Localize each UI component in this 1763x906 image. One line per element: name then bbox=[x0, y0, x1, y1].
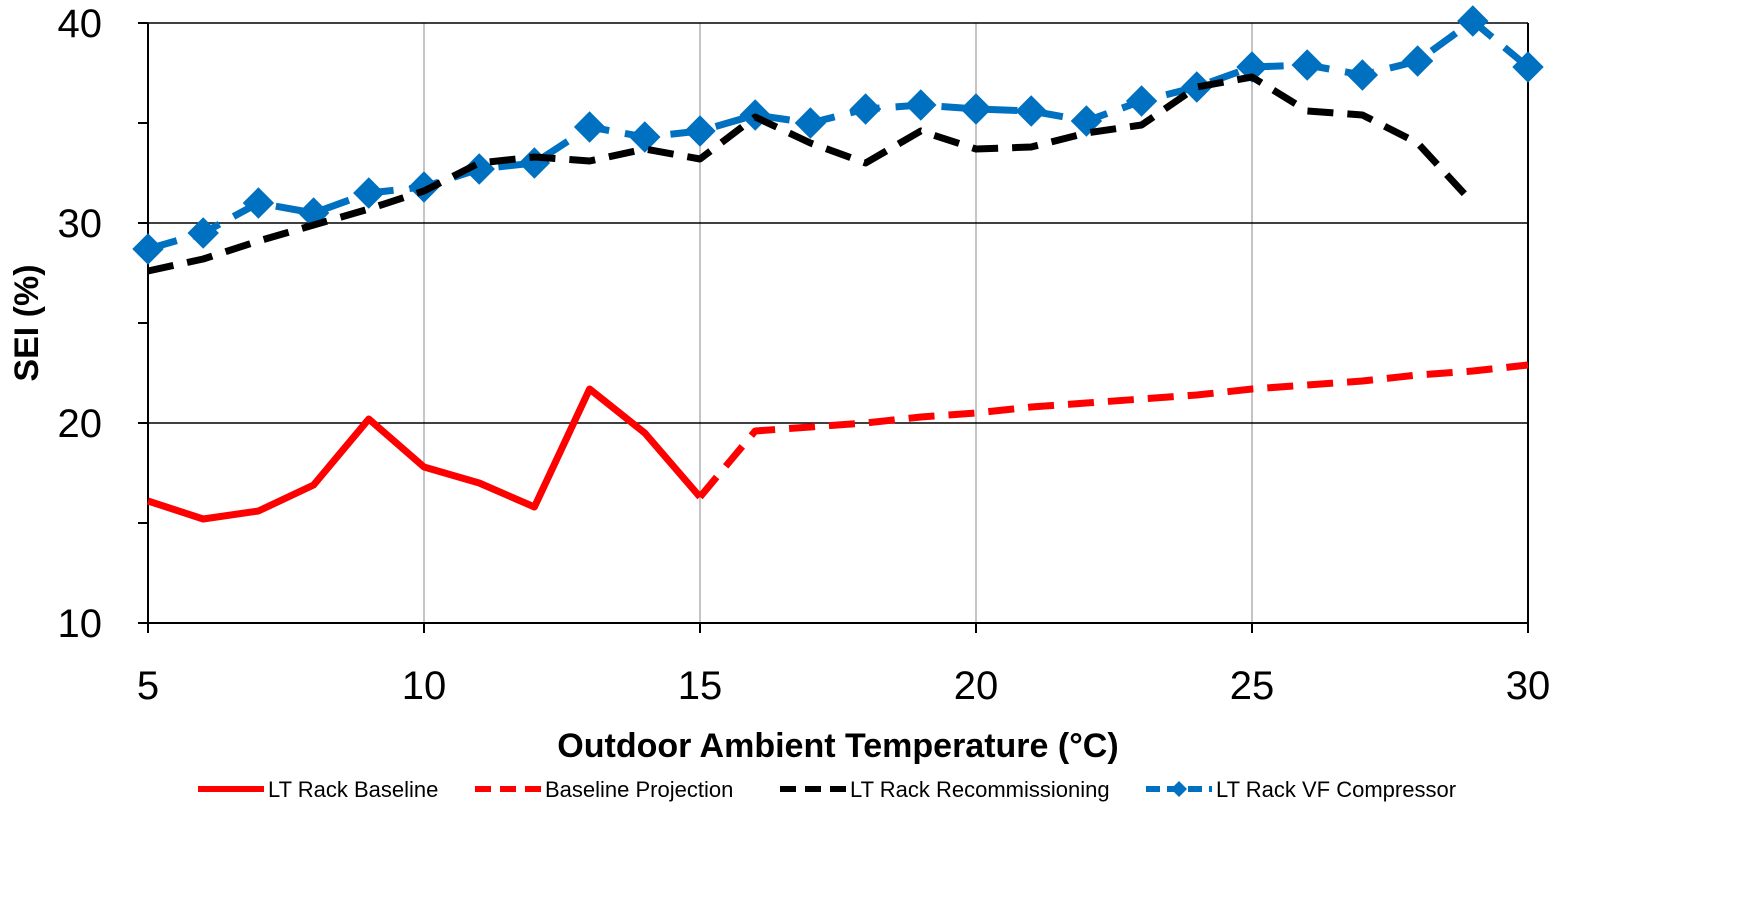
data-point-marker bbox=[1457, 5, 1489, 37]
x-tick-label: 10 bbox=[402, 664, 447, 708]
data-point-marker bbox=[242, 187, 275, 219]
data-point-marker bbox=[849, 93, 882, 125]
legend: LT Rack Baseline Baseline Projection LT Ra… bbox=[198, 777, 1456, 802]
legend-item: LT Rack Recommissioning bbox=[780, 777, 1110, 802]
data-point-marker bbox=[1291, 49, 1323, 81]
series-line-baseline-projection bbox=[697, 361, 1529, 500]
series-line-lt-rack-baseline bbox=[146, 385, 703, 523]
data-point-marker bbox=[684, 115, 716, 147]
data-series bbox=[132, 5, 1544, 523]
data-point-marker bbox=[905, 89, 937, 121]
legend-label: LT Rack Baseline bbox=[268, 777, 438, 802]
data-point-marker bbox=[408, 171, 440, 203]
series-line-lt-rack-recommissioning bbox=[147, 73, 1476, 275]
data-point-marker bbox=[1346, 59, 1379, 91]
x-tick-label: 5 bbox=[137, 664, 159, 708]
y-tick-label: 20 bbox=[58, 402, 103, 446]
legend-label: LT Rack Recommissioning bbox=[850, 777, 1110, 802]
x-tick-label: 25 bbox=[1230, 664, 1275, 708]
legend-label: Baseline Projection bbox=[545, 777, 733, 802]
legend-item: LT Rack VF Compressor bbox=[1146, 777, 1456, 802]
data-point-marker bbox=[960, 93, 992, 125]
data-point-marker bbox=[1125, 85, 1158, 117]
legend-item: LT Rack Baseline bbox=[198, 777, 438, 802]
data-point-marker bbox=[1512, 51, 1544, 83]
data-point-marker bbox=[132, 233, 164, 265]
x-tick-label: 15 bbox=[678, 664, 723, 708]
legend-label: LT Rack VF Compressor bbox=[1216, 777, 1456, 802]
y-tick-label: 10 bbox=[58, 602, 103, 646]
data-point-marker bbox=[463, 153, 495, 185]
data-point-marker bbox=[187, 217, 219, 249]
data-point-marker bbox=[573, 111, 606, 143]
x-tick-label: 30 bbox=[1506, 664, 1551, 708]
y-tick-label: 30 bbox=[58, 202, 103, 246]
tick-labels: 5 10 15 20 25 30 10 20 30 40 bbox=[58, 2, 1551, 708]
data-point-marker bbox=[1236, 51, 1268, 83]
data-point-marker bbox=[629, 121, 661, 153]
y-axis-title: SEI (%) bbox=[8, 264, 46, 381]
data-point-marker bbox=[794, 107, 827, 139]
x-axis-title: Outdoor Ambient Temperature (°C) bbox=[557, 727, 1118, 765]
data-point-marker bbox=[1015, 95, 1047, 127]
legend-item: Baseline Projection bbox=[475, 777, 733, 802]
x-tick-label: 20 bbox=[954, 664, 999, 708]
legend-marker bbox=[1171, 781, 1187, 797]
data-point-marker bbox=[1401, 45, 1434, 77]
axes bbox=[138, 22, 1529, 633]
y-tick-label: 40 bbox=[58, 2, 103, 46]
data-point-marker bbox=[353, 177, 385, 209]
